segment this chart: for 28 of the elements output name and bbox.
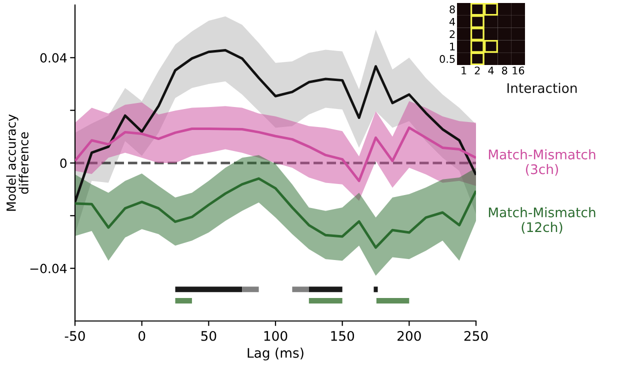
x-tick-label: 0 — [138, 330, 146, 341]
x-tick-label: 100 — [264, 330, 288, 341]
category-label: 1 — [462, 66, 466, 74]
category-label: 4 — [449, 18, 456, 26]
category-label: 8 — [502, 66, 508, 74]
y-tick-label: 0.04 — [40, 53, 67, 63]
category-label: 1 — [450, 42, 455, 50]
line-series — [75, 126, 476, 182]
x-tick-label: 250 — [464, 330, 488, 341]
category-label: 2 — [450, 30, 455, 38]
x-axis-title: Lag (ms) — [248, 348, 304, 360]
y-tick-label: −0.04 — [30, 264, 67, 274]
category-label: 2 — [474, 66, 480, 74]
text: Interaction — [508, 82, 577, 94]
x-tick-label: -50 — [64, 330, 85, 341]
category-label: 4 — [488, 66, 494, 74]
line-series — [75, 177, 476, 249]
y-tick-label: 0 — [60, 158, 67, 168]
x-tick-label: 200 — [398, 330, 421, 341]
category-label: 16 — [512, 66, 524, 74]
x-tick-label: 150 — [331, 330, 354, 341]
line-series — [75, 49, 476, 204]
x-tick-label: 50 — [201, 330, 216, 341]
series-label: Match-Mismatch (12ch) — [488, 207, 596, 234]
category-label: 0.5 — [440, 55, 455, 63]
series-label: Match-Mismatch (3ch) — [488, 149, 596, 176]
category-label: 8 — [450, 5, 455, 14]
y-axis-title: Model accuracy difference — [6, 114, 28, 211]
